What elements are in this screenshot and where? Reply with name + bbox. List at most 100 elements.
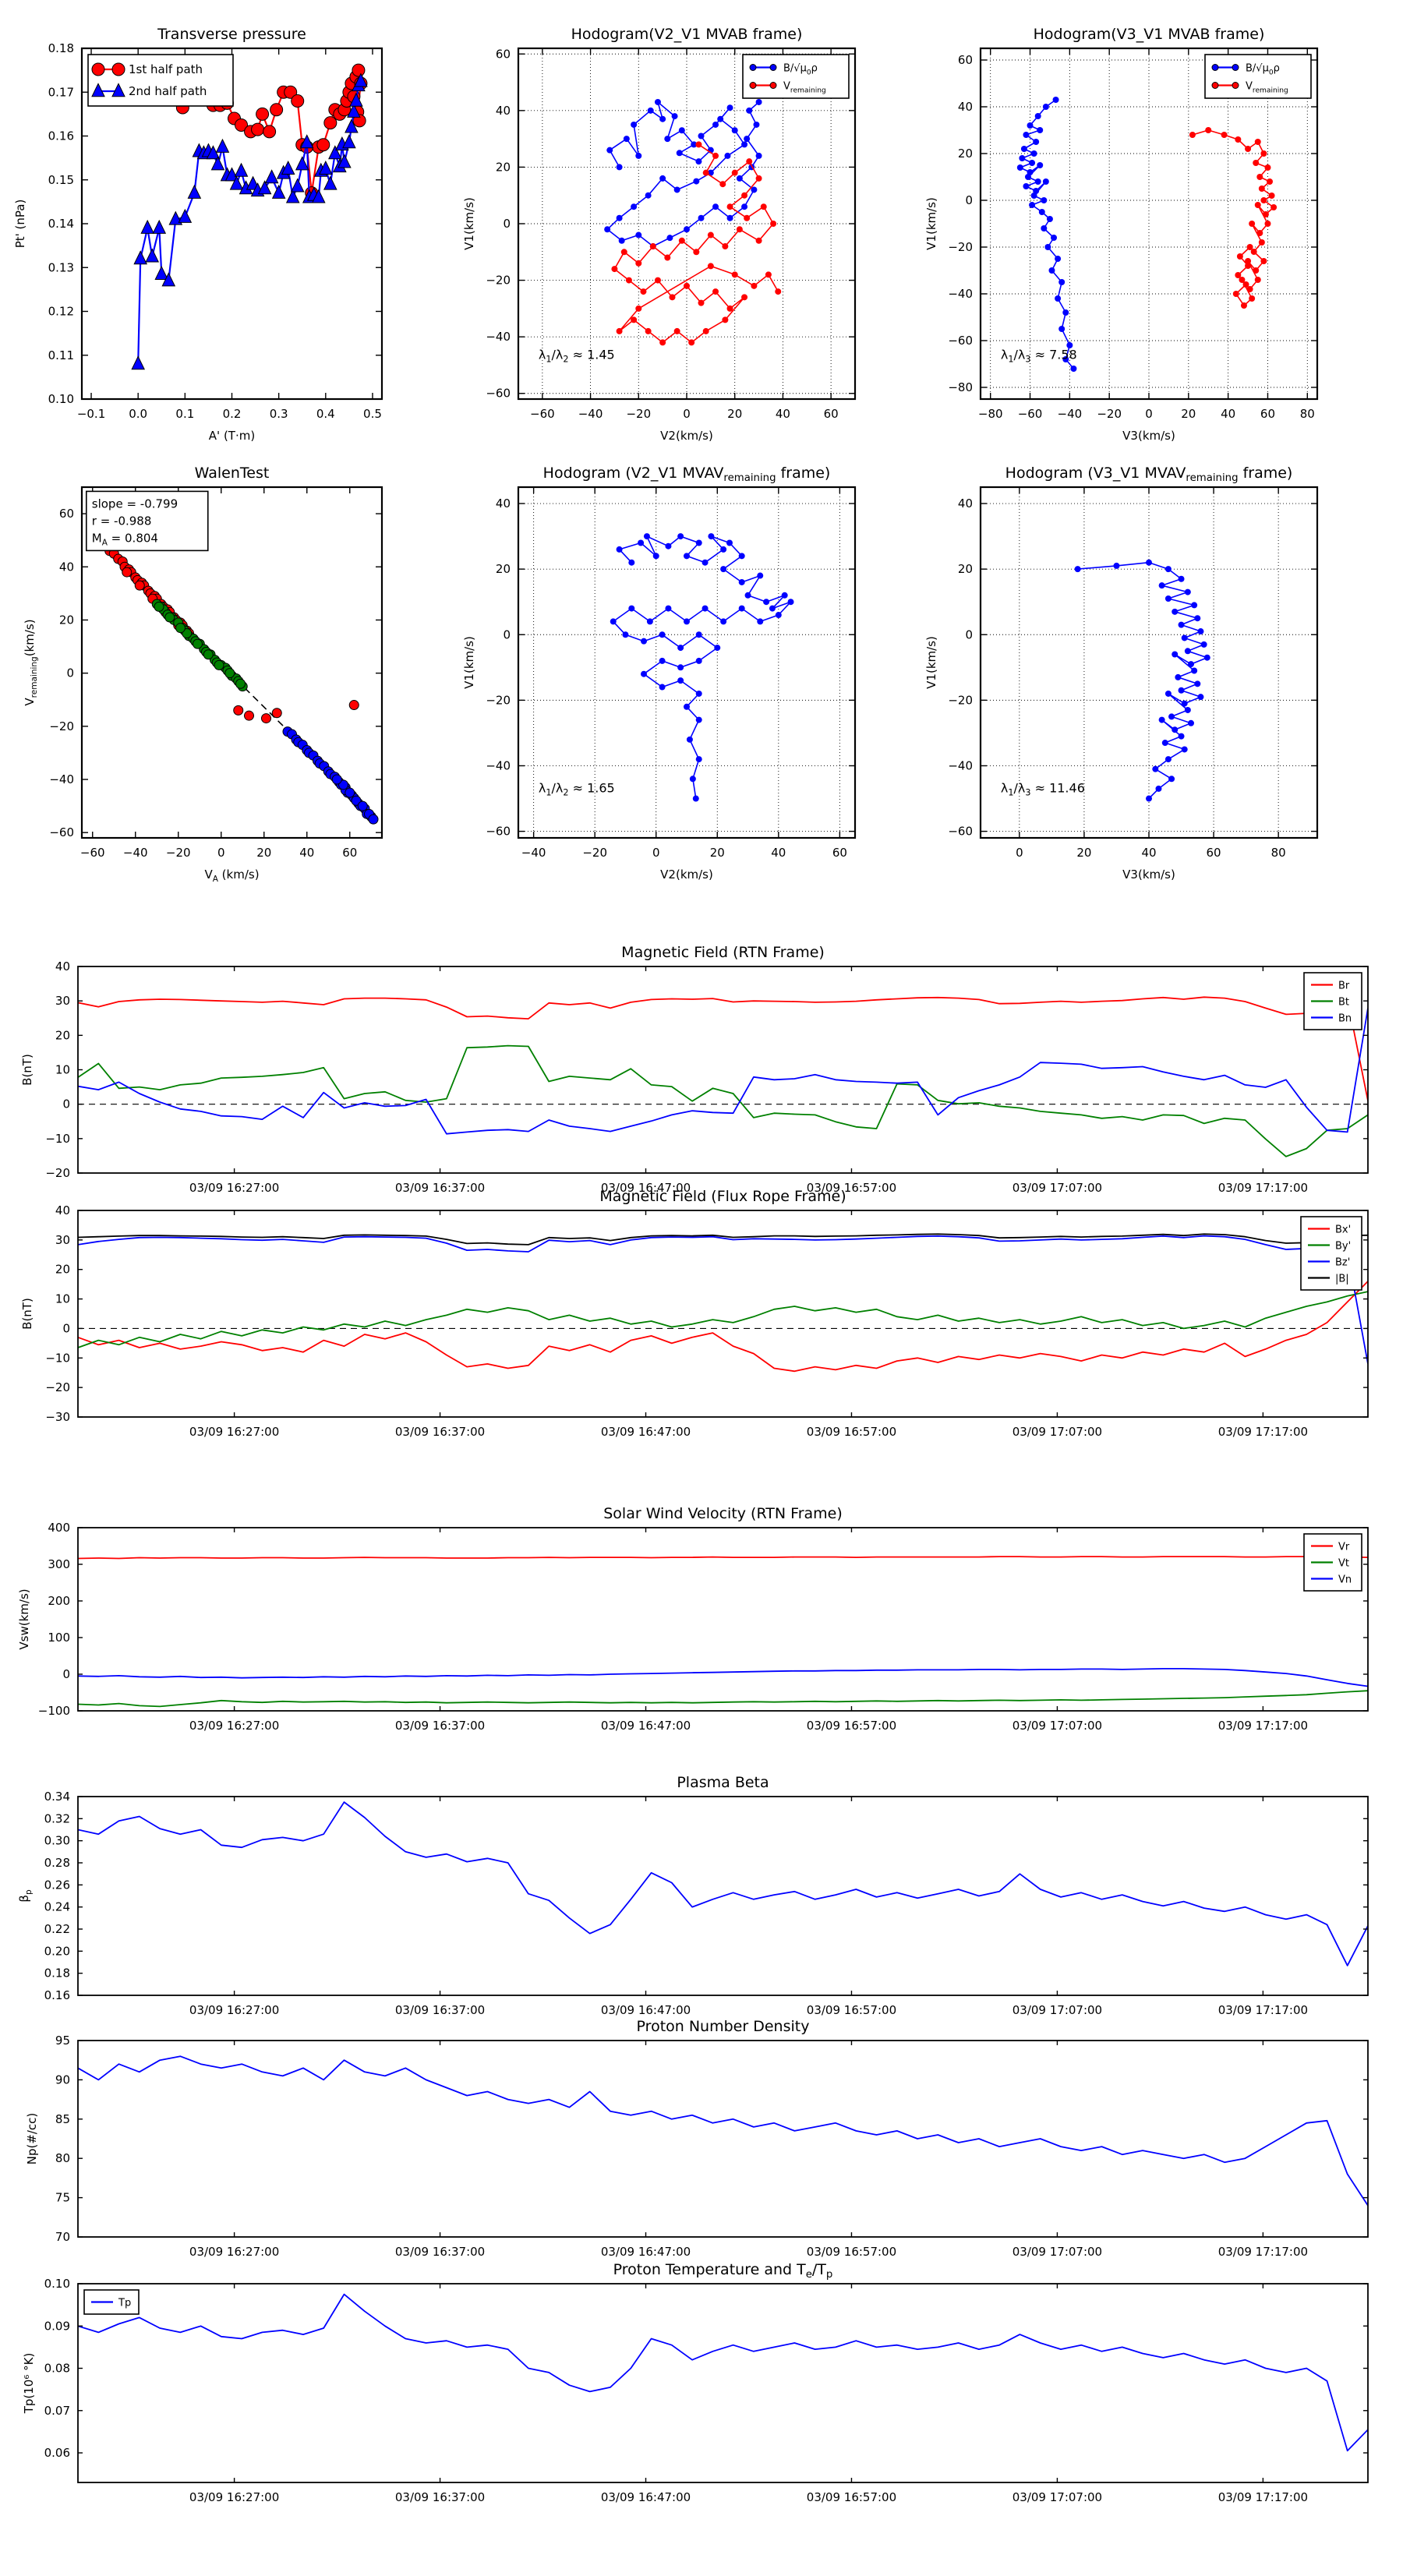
y-tick-label: −20 [486, 693, 511, 707]
series-bn [78, 1008, 1368, 1135]
y-tick-label: −20 [45, 1380, 70, 1394]
y-tick-label: −60 [486, 387, 511, 401]
series-np [78, 2055, 1368, 2207]
legend-label: Bt [1338, 997, 1349, 1009]
x-tick-label: 03/09 16:27:00 [189, 1425, 279, 1439]
chart-np: 03/09 16:27:00 03/09 16:37:00 03/09 16:47:… [25, 2018, 1369, 2259]
markers-v-remaining [611, 141, 782, 346]
y-tick-label: −60 [948, 334, 973, 348]
x-tick-label: 0.0 [129, 407, 147, 421]
x-tick-label: 03/09 16:47:00 [601, 1181, 691, 1195]
chart-hodogram-v2v1-mvab: −60 −40 −20 0 20 40 60 −60 −40 −20 0 20 40 60 Hodogram… [462, 26, 857, 443]
x-tick-label: 0.2 [223, 407, 242, 421]
ticks: 0 20 40 60 80 −60 −40 −20 0 20 40 [948, 487, 1317, 860]
y-tick-label: 0.06 [44, 2446, 70, 2460]
legend: Vr Vt Vn [1303, 1533, 1362, 1592]
axes-box [77, 2040, 1369, 2238]
legend-label: Vremaining [783, 81, 826, 95]
x-tick-label: 03/09 16:27:00 [189, 1719, 279, 1733]
chart-title: Hodogram (V3_V1 MVAVremaining frame) [1005, 465, 1293, 484]
axes-box [77, 2283, 1369, 2483]
legend-label: Tp [118, 2298, 131, 2309]
svg-text:λ1/λ2 ≈ 1.65: λ1/λ2 ≈ 1.65 [539, 781, 615, 798]
svg-text:MA = 0.804: MA = 0.804 [92, 531, 158, 547]
y-tick-label: 200 [48, 1594, 70, 1608]
x-axis-label: VA (km/s) [204, 868, 259, 884]
ticks: 03/09 16:27:00 03/09 16:37:00 03/09 16:47:… [55, 2034, 1368, 2259]
y-axis-label: B(nT) [20, 1054, 34, 1086]
x-tick-label: 0 [683, 407, 691, 421]
chart-title: WalenTest [195, 465, 270, 482]
y-tick-label: 0.30 [44, 1834, 70, 1848]
y-tick-label: 0 [965, 193, 973, 207]
x-tick-label: 0.4 [316, 407, 335, 421]
x-tick-label: −40 [123, 846, 148, 860]
ticks: −60 −40 −20 0 20 40 60 −60 −40 −20 0 20 40 60 [486, 47, 855, 421]
x-tick-label: 40 [299, 846, 314, 860]
y-axis-label: V1(km/s) [924, 636, 938, 689]
y-tick-label: 40 [496, 104, 511, 118]
x-tick-label: 03/09 17:17:00 [1218, 1425, 1308, 1439]
y-tick-label: 0 [965, 627, 973, 641]
y-tick-label: 0 [62, 1667, 70, 1681]
y-tick-label: 0.20 [44, 1944, 70, 1958]
svg-text:λ1/λ3 ≈ 11.46: λ1/λ3 ≈ 11.46 [1001, 781, 1085, 798]
x-tick-label: 03/09 16:37:00 [395, 1181, 485, 1195]
series-b-total [78, 1233, 1368, 1246]
legend: Bx' By' Bz' |B| [1300, 1216, 1362, 1291]
x-tick-label: 40 [776, 407, 790, 421]
y-tick-label: 100 [48, 1631, 70, 1645]
chart-walen-test: −60 −40 −20 0 20 40 60 −60 −40 −20 0 20 40 60 WalenTes… [23, 465, 383, 884]
y-tick-label: 0.34 [44, 1790, 70, 1804]
chart-title: Magnetic Field (RTN Frame) [621, 944, 825, 961]
x-axis-label: V3(km/s) [1122, 868, 1175, 882]
x-tick-label: 20 [256, 846, 271, 860]
legend-label: Vremaining [1246, 81, 1288, 95]
x-tick-label: 03/09 16:57:00 [807, 1425, 896, 1439]
y-tick-label: 60 [496, 47, 511, 61]
grid [518, 48, 855, 399]
annotation: λ1/λ2 ≈ 1.45 [539, 347, 615, 364]
y-tick-label: −20 [45, 1166, 70, 1180]
y-tick-label: 90 [55, 2072, 70, 2087]
x-tick-label: 03/09 17:17:00 [1218, 2003, 1308, 2017]
legend-label: Vt [1338, 1558, 1349, 1570]
x-tick-label: 03/09 16:37:00 [395, 1425, 485, 1439]
ticks: 03/09 16:27:00 03/09 16:37:00 03/09 16:47:… [44, 1790, 1368, 2017]
y-tick-label: −40 [486, 330, 511, 344]
x-tick-label: −80 [978, 407, 1003, 421]
x-tick-label: 40 [1221, 407, 1235, 421]
y-tick-label: −40 [948, 758, 973, 772]
y-tick-label: 20 [55, 1263, 70, 1277]
x-tick-label: 80 [1300, 407, 1315, 421]
ticks: −40 −20 0 20 40 60 −60 −40 −20 0 20 40 [486, 487, 855, 860]
x-tick-label: 03/09 16:47:00 [601, 2245, 691, 2259]
y-tick-label: 40 [958, 100, 973, 114]
y-tick-label: 10 [55, 1063, 70, 1077]
chart-title: Hodogram(V3_V1 MVAB frame) [1034, 26, 1265, 43]
y-tick-label: 85 [55, 2112, 70, 2126]
y-tick-label: 0.26 [44, 1878, 70, 1892]
y-tick-label: 40 [59, 560, 74, 574]
x-axis-label: V3(km/s) [1122, 429, 1175, 443]
legend: B/√μ0ρ Vremaining [1204, 54, 1312, 99]
markers-v-remaining [1189, 127, 1278, 309]
x-tick-label: −60 [1018, 407, 1043, 421]
y-tick-label: 0.28 [44, 1856, 70, 1870]
x-axis-label: V2(km/s) [660, 868, 713, 882]
x-tick-label: 60 [342, 846, 357, 860]
x-tick-label: 20 [1181, 407, 1196, 421]
x-tick-label: 40 [1141, 846, 1156, 860]
x-tick-label: 40 [771, 846, 786, 860]
axes-box [80, 486, 383, 839]
x-tick-label: 03/09 16:47:00 [601, 1719, 691, 1733]
y-tick-label: −20 [49, 719, 74, 733]
y-tick-label: 0.14 [48, 217, 74, 231]
y-tick-label: 0.24 [44, 1900, 70, 1914]
series-vr [78, 1556, 1368, 1560]
x-tick-label: 03/09 16:27:00 [189, 2003, 279, 2017]
y-tick-label: −60 [49, 825, 74, 839]
y-tick-label: 0.18 [48, 41, 74, 55]
